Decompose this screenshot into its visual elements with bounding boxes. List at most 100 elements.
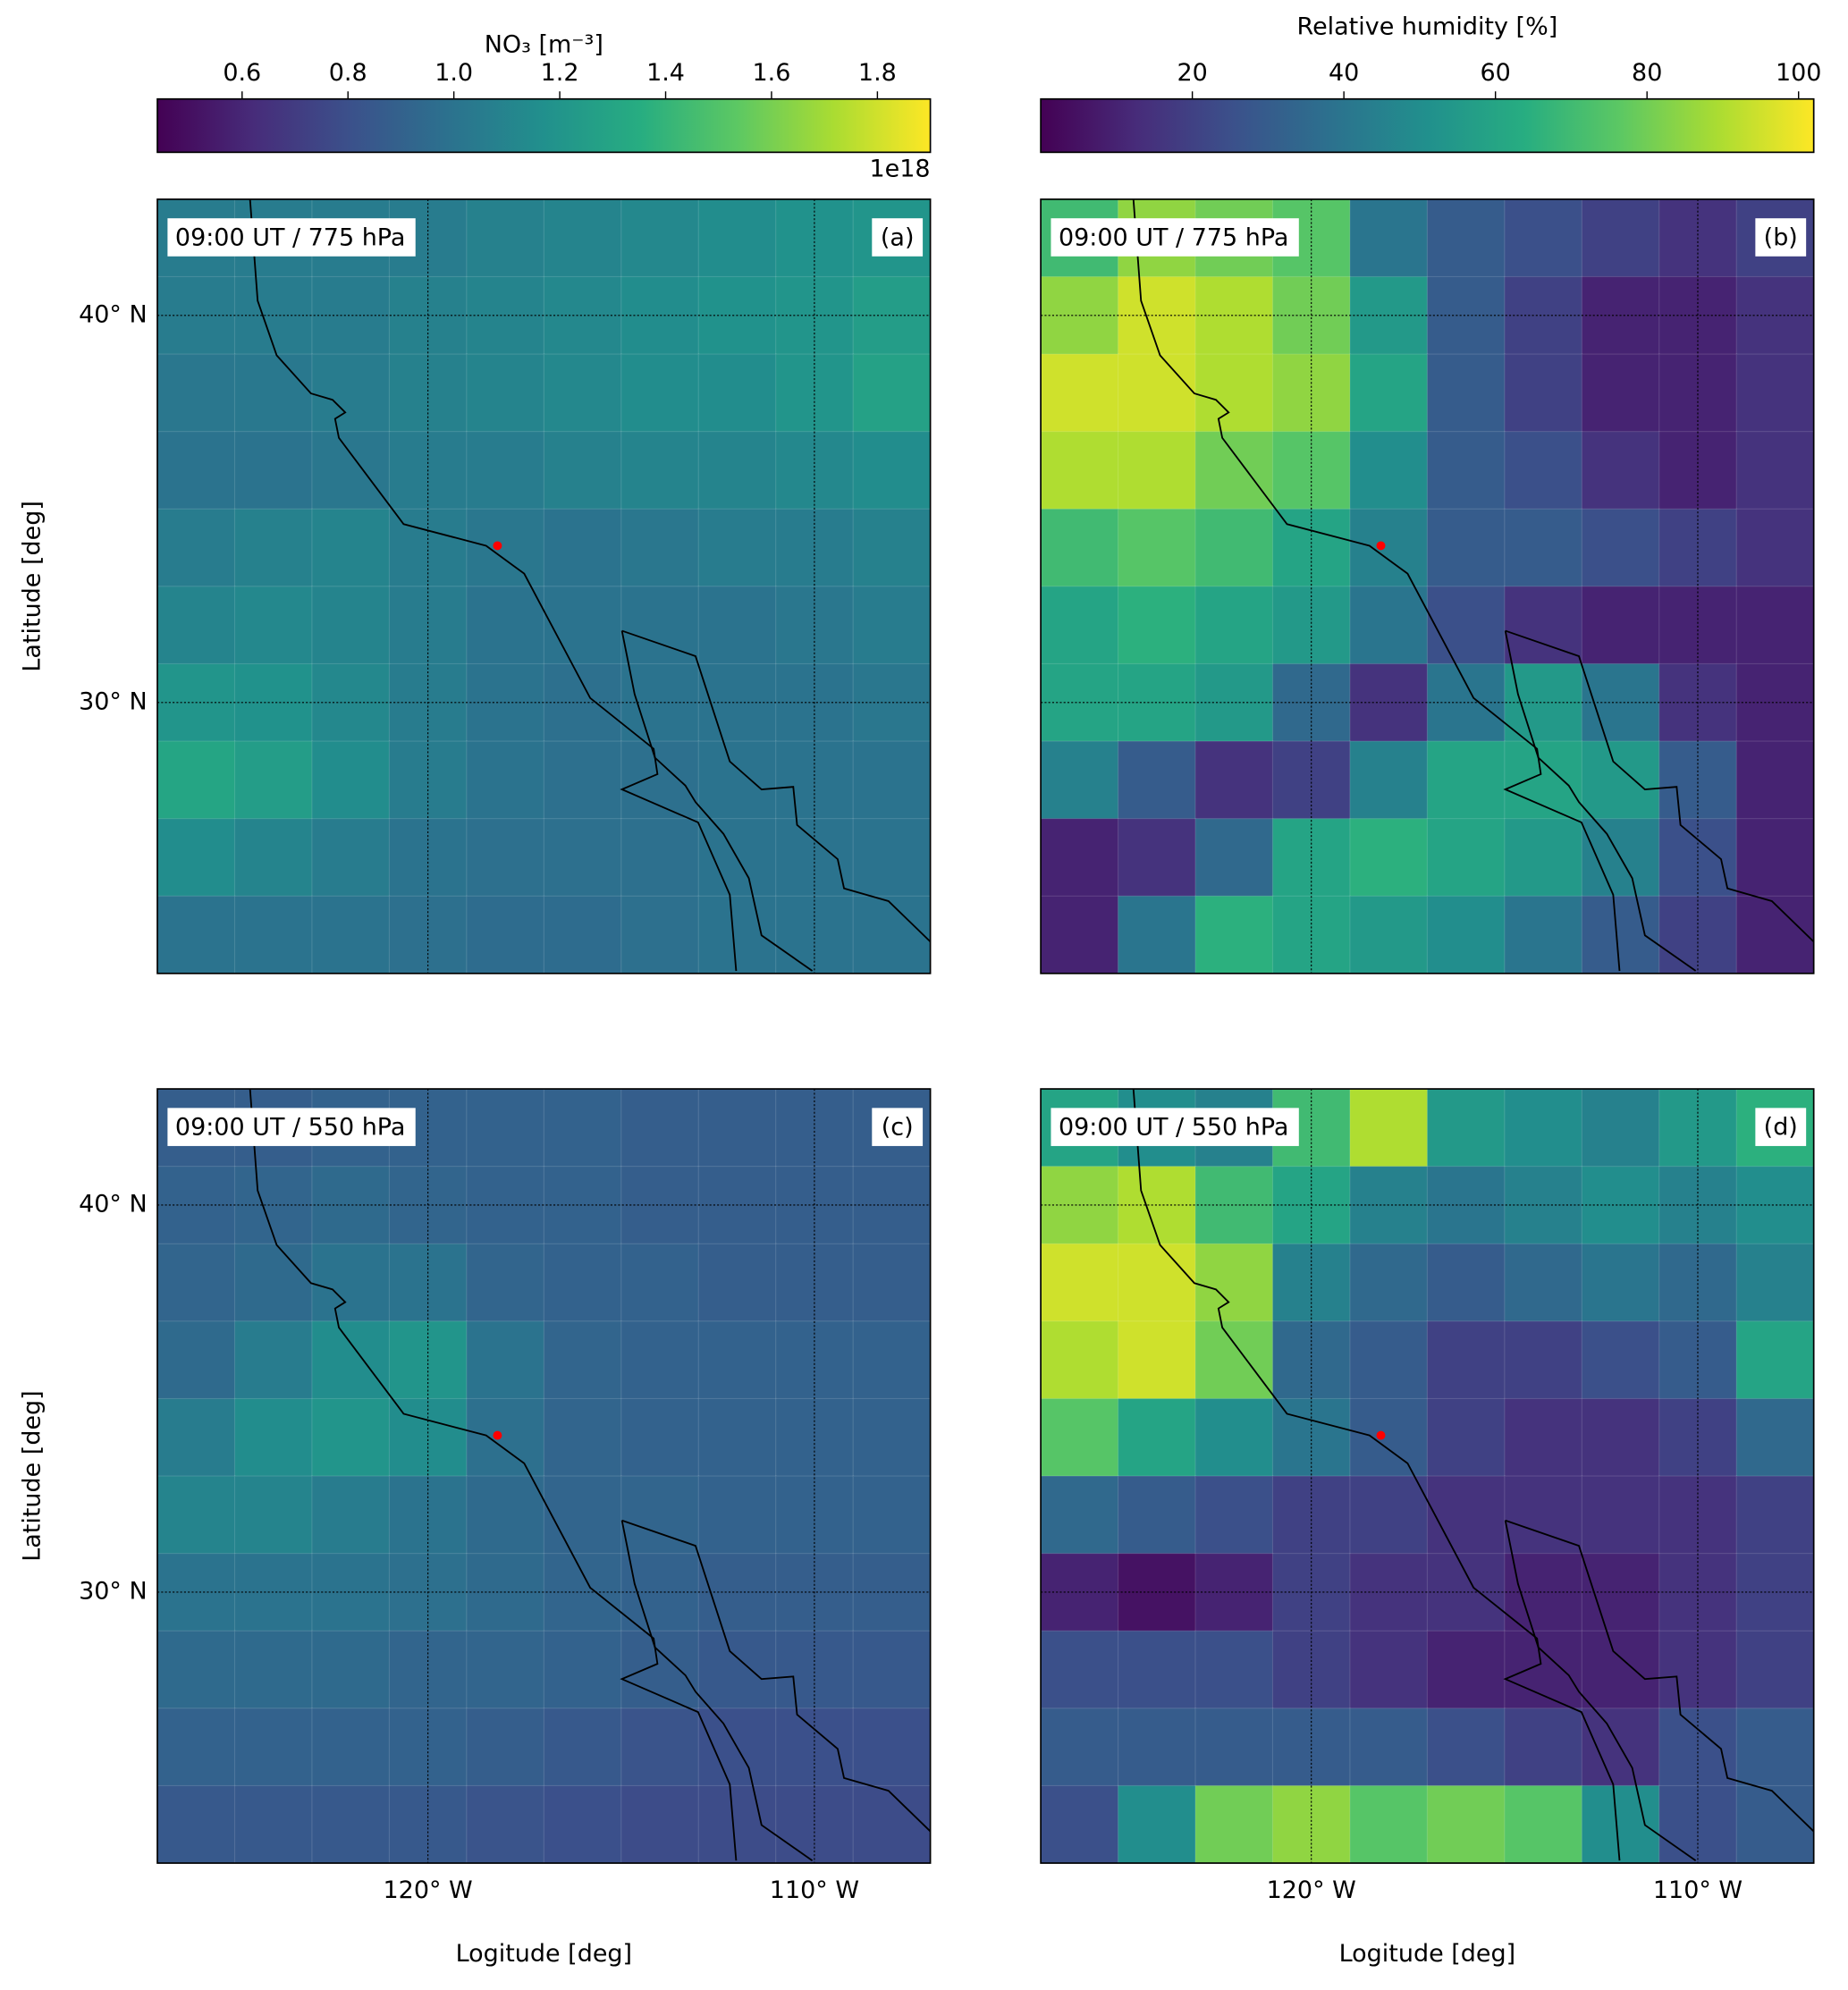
colorbar-label: Relative humidity [%]: [1297, 13, 1558, 41]
heatmap-cell: [620, 1784, 700, 1865]
heatmap-cell: [1349, 740, 1429, 820]
heatmap-cell: [233, 1784, 313, 1865]
heatmap-cell: [1426, 1475, 1506, 1555]
heatmap-cell: [156, 1397, 236, 1478]
heatmap-cell: [1040, 586, 1119, 665]
heatmap-cell: [1040, 740, 1119, 820]
heatmap-cell: [1581, 1475, 1660, 1555]
heatmap-cell: [1349, 1708, 1429, 1787]
heatmap-cell: [697, 1475, 777, 1555]
panel-frame: [156, 198, 932, 974]
heatmap-cell: [1349, 1630, 1429, 1709]
label-box: [872, 218, 924, 257]
heatmap-cell: [1194, 1553, 1274, 1632]
heatmap-cell: [1194, 353, 1274, 433]
heatmap-cell: [1040, 895, 1119, 974]
panel-frame: [1040, 1088, 1815, 1864]
heatmap-cell: [311, 1708, 391, 1787]
heatmap-cell: [1040, 431, 1119, 510]
heatmap-cell: [543, 662, 622, 743]
heatmap-cell: [543, 1166, 622, 1245]
heatmap-cell: [620, 895, 700, 974]
heatmap-cell: [156, 508, 236, 587]
heatmap-cell: [1349, 586, 1429, 665]
heatmap-cell: [852, 508, 932, 587]
heatmap-cell: [1504, 1475, 1583, 1555]
heatmap-cell: [1040, 1475, 1119, 1555]
heatmap-cell: [620, 1397, 700, 1478]
heatmap-cell: [1349, 1320, 1429, 1400]
heatmap-cell: [466, 1243, 545, 1322]
heatmap-cell: [1426, 275, 1506, 356]
heatmap-cell: [311, 662, 391, 743]
heatmap-cell: [620, 508, 700, 587]
heatmap-cell: [697, 586, 777, 665]
heatmap-cell: [697, 1088, 777, 1168]
panel-label: (a): [881, 223, 915, 251]
heatmap-cell: [311, 1166, 391, 1245]
heatmap-cell: [1194, 586, 1274, 665]
heatmap-cell: [852, 1475, 932, 1555]
heatmap-cell: [1504, 740, 1583, 820]
heatmap-cell: [1581, 431, 1660, 510]
panel: 09:00 UT / 775 hPa (b): [1040, 198, 1815, 974]
y-tick-label: 40° N: [79, 1190, 148, 1218]
heatmap-cell: [156, 1784, 236, 1865]
heatmap-cell: [543, 431, 622, 510]
x-axis-label: Logitude [deg]: [1339, 1940, 1516, 1968]
heatmap-cell: [466, 740, 545, 820]
heatmap-cell: [1117, 586, 1197, 665]
colorbar-tick-label: 40: [1329, 59, 1359, 87]
heatmap-cell: [852, 586, 932, 665]
heatmap-cell: [1117, 895, 1197, 974]
panel-title: 09:00 UT / 550 hPa: [1059, 1114, 1288, 1142]
heatmap-cell: [311, 818, 391, 898]
heatmap-cell: [233, 740, 313, 820]
heatmap-cell: [543, 1243, 622, 1322]
heatmap-cell: [1581, 586, 1660, 665]
heatmap-cell: [1735, 818, 1815, 898]
heatmap-cell: [311, 1553, 391, 1632]
heatmap-cell: [852, 740, 932, 820]
heatmap-cell: [852, 353, 932, 433]
heatmap-cell: [156, 1630, 236, 1709]
heatmap-cell: [697, 198, 777, 278]
heatmap-cell: [697, 508, 777, 587]
heatmap-cell: [1581, 1784, 1660, 1865]
heatmap-cell: [543, 740, 622, 820]
heatmap-cell: [1349, 1088, 1429, 1168]
heatmap-cell: [1040, 508, 1119, 587]
heatmap-cell: [543, 895, 622, 974]
heatmap-cell: [311, 1784, 391, 1865]
colorbar-tick-label: 1.4: [646, 59, 685, 87]
heatmap-cell: [1504, 1630, 1583, 1709]
title-box: [1051, 218, 1299, 257]
heatmap-cell: [1581, 1088, 1660, 1168]
heatmap-cell: [1581, 740, 1660, 820]
heatmap-cell: [233, 1243, 313, 1322]
heatmap-cell: [1504, 1243, 1583, 1322]
heatmap-cell: [1194, 740, 1274, 820]
heatmap-cell: [1194, 1630, 1274, 1709]
heatmap-cell: [1349, 431, 1429, 510]
y-tick-label: 30° N: [79, 687, 148, 715]
heatmap-cell: [1504, 431, 1583, 510]
heatmap-cell: [1117, 1243, 1197, 1322]
heatmap-cell: [1581, 895, 1660, 974]
site-marker: [1376, 541, 1386, 551]
heatmap-cell: [543, 818, 622, 898]
heatmap-cell: [1581, 1243, 1660, 1322]
site-marker: [493, 541, 502, 551]
heatmap-cell: [1117, 740, 1197, 820]
y-axis-label: Latitude [deg]: [18, 1390, 46, 1561]
colorbar-tick-label: 20: [1177, 59, 1207, 87]
colorbar: [156, 97, 932, 154]
heatmap-cell: [620, 1475, 700, 1555]
heatmap-cell: [1117, 1784, 1197, 1865]
heatmap-cell: [233, 586, 313, 665]
heatmap-cell: [1426, 1553, 1506, 1632]
heatmap-cell: [466, 818, 545, 898]
heatmap-cell: [233, 895, 313, 974]
heatmap-cell: [1504, 508, 1583, 587]
